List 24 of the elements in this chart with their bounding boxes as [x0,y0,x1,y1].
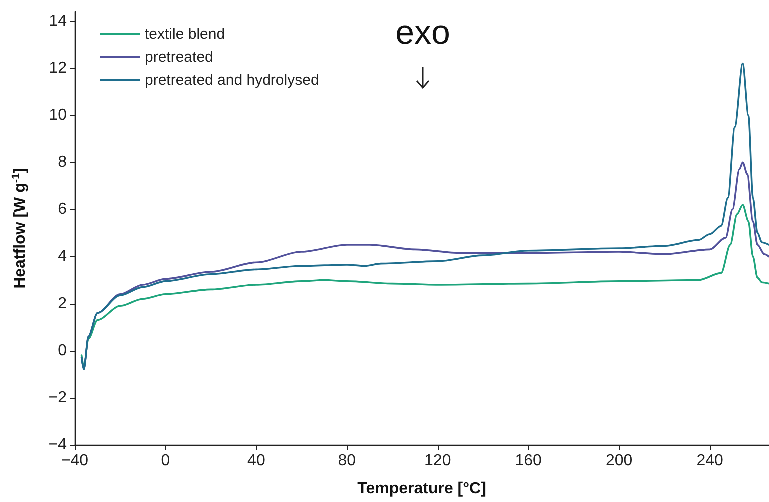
y-tick-label: −4 [48,436,68,454]
legend-label: pretreated [145,49,214,66]
y-tick-label: 0 [58,342,68,360]
y-tick-label: 2 [58,295,68,312]
legend-label: pretreated and hydrolysed [145,72,320,89]
y-axis-title: Heatflow [W g-1] [10,168,29,289]
y-tick-label: 14 [49,12,68,30]
x-tick-label: 240 [696,452,724,470]
x-tick-label: 0 [161,452,170,470]
x-tick-label: 40 [248,452,266,470]
y-tick-label: −2 [48,389,68,406]
x-tick-label: 200 [606,452,633,470]
x-tick-label: 160 [515,452,542,470]
legend-label: textile blend [145,26,226,43]
y-tick-label: 8 [58,154,68,172]
annotation: exo [396,14,450,53]
y-tick-label: 10 [49,107,68,124]
y-tick-label: 6 [58,201,68,218]
x-tick-label: −40 [61,452,89,470]
x-tick-label: 80 [338,452,356,470]
y-tick-label: 4 [58,248,68,266]
x-tick-label: 120 [424,452,452,470]
x-axis-title: Temperature [°C] [358,480,486,498]
y-tick-label: 12 [49,60,68,77]
